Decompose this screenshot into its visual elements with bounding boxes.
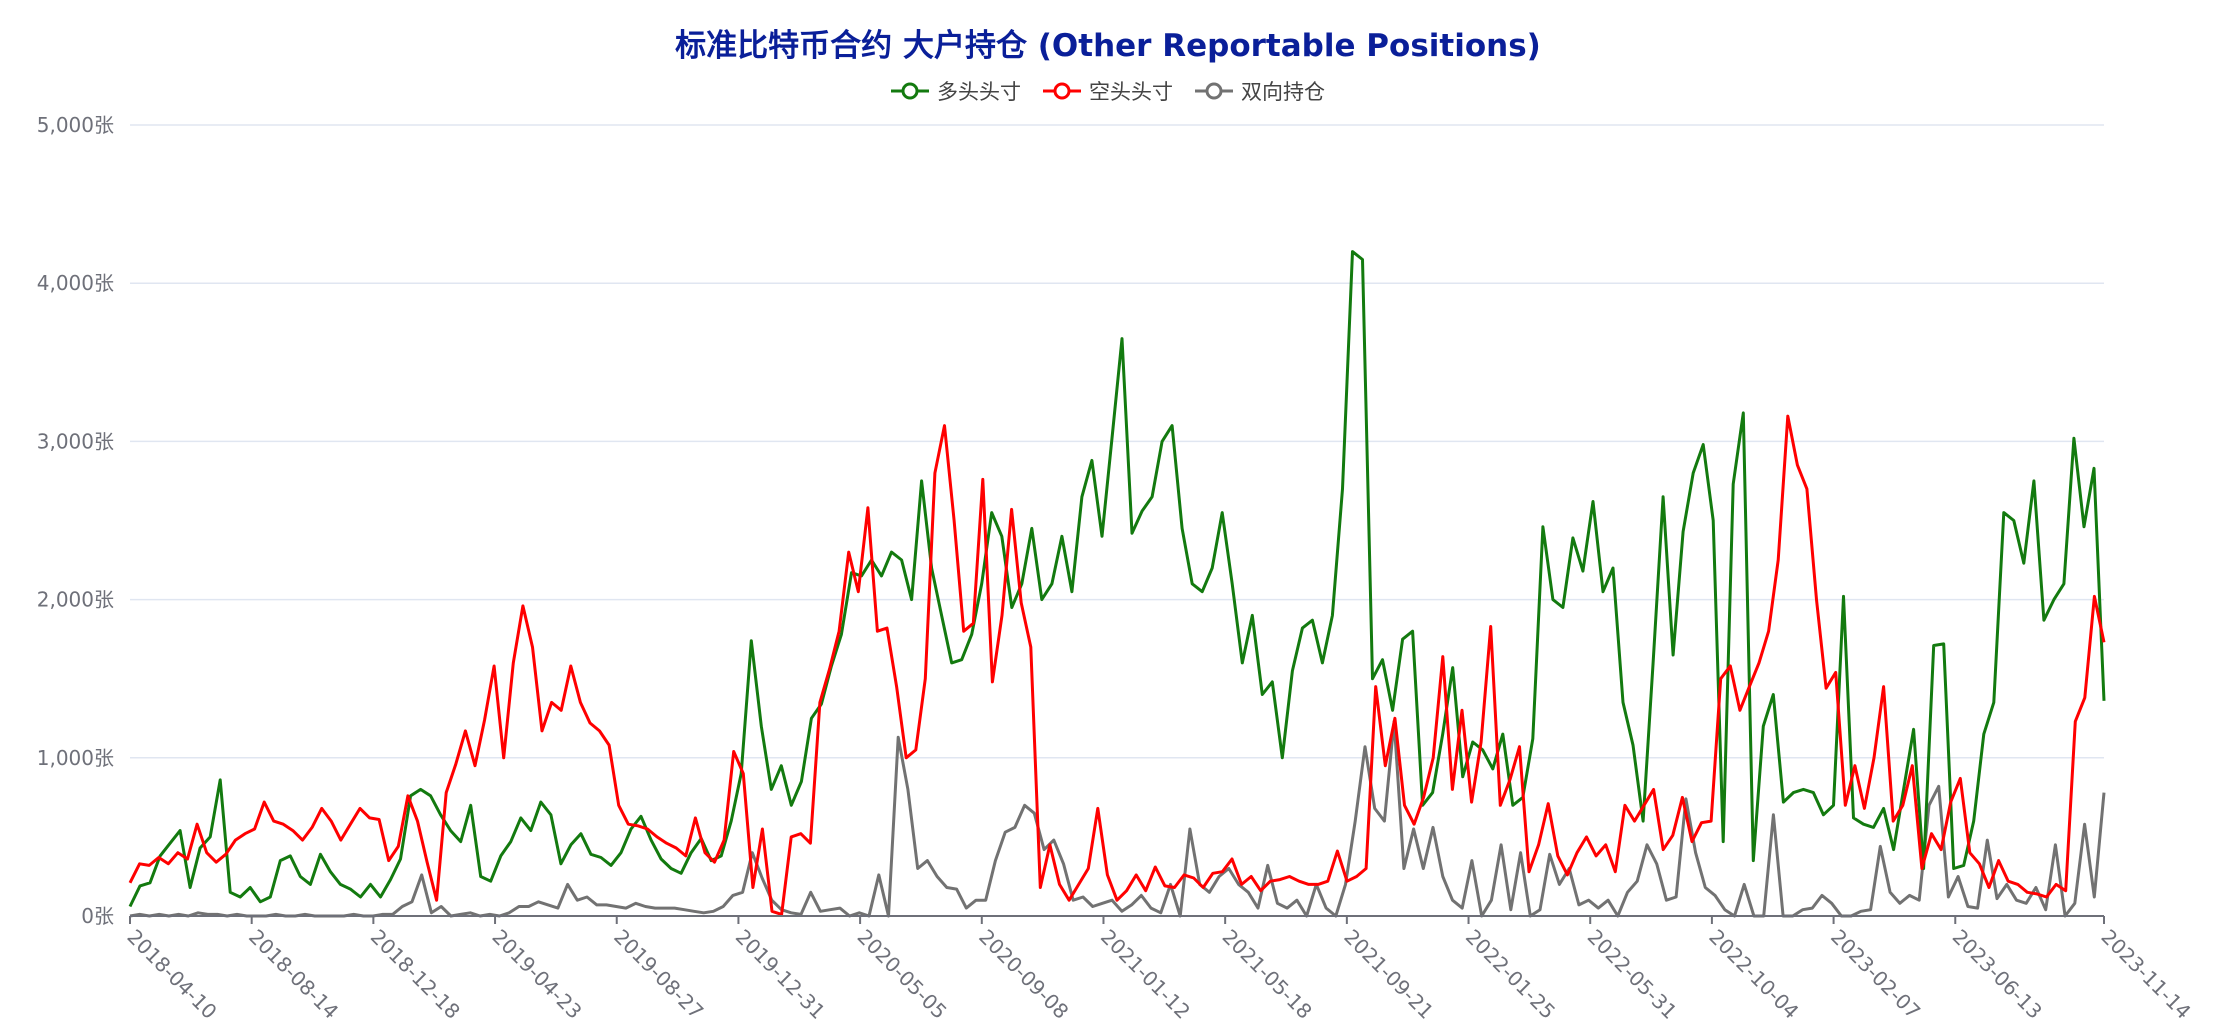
series-lines bbox=[128, 250, 2106, 918]
series-line bbox=[129, 719, 2106, 918]
x-tick-label: 2023-06-13 bbox=[1948, 925, 2047, 1024]
legend-item-short[interactable]: 空头头寸 bbox=[1043, 76, 1173, 106]
x-tick-label: 2022-10-04 bbox=[1704, 925, 1803, 1024]
x-tick-label: 2023-02-07 bbox=[1826, 925, 1925, 1024]
legend: 多头头寸 空头头寸 双向持仓 bbox=[0, 76, 2216, 106]
y-tick-label: 2,000张 bbox=[37, 588, 114, 612]
x-axis: 2018-04-10 2018-08-14 2018-12-18 2019-04-23… bbox=[122, 915, 2196, 1024]
x-tick-label: 2019-04-23 bbox=[488, 925, 587, 1024]
x-tick-label: 2020-05-05 bbox=[853, 925, 952, 1024]
series-line bbox=[128, 414, 2106, 916]
y-tick-label: 4,000张 bbox=[37, 271, 114, 295]
x-tick-label: 2018-12-18 bbox=[366, 925, 465, 1024]
y-tick-label: 1,000张 bbox=[37, 746, 114, 770]
y-tick-label: 3,000张 bbox=[37, 429, 114, 453]
y-gridlines bbox=[130, 124, 2104, 759]
x-tick-label: 2021-05-18 bbox=[1218, 925, 1317, 1024]
y-axis-labels: 0张 1,000张 2,000张 3,000张 4,000张 5,000张 bbox=[37, 113, 114, 928]
legend-item-spread[interactable]: 双向持仓 bbox=[1195, 76, 1325, 106]
x-tick-label: 2021-09-21 bbox=[1339, 925, 1438, 1024]
x-tick-label: 2022-05-31 bbox=[1583, 925, 1682, 1024]
y-tick-label: 5,000张 bbox=[37, 113, 114, 137]
x-tick-label: 2021-01-12 bbox=[1096, 925, 1195, 1024]
x-tick-label: 2018-08-14 bbox=[244, 925, 343, 1024]
x-tick-label: 2019-12-31 bbox=[731, 925, 830, 1024]
legend-label: 多头头寸 bbox=[937, 80, 1021, 104]
chart-title: 标准比特币合约 大户持仓 (Other Reportable Positions… bbox=[675, 28, 1541, 64]
legend-line-circle-icon bbox=[1195, 82, 1233, 100]
x-tick-label: 2020-09-08 bbox=[974, 925, 1073, 1024]
legend-line-circle-icon bbox=[1043, 82, 1081, 100]
legend-line-circle-icon bbox=[891, 82, 929, 100]
legend-label: 双向持仓 bbox=[1241, 80, 1325, 104]
x-tick-label: 2022-01-25 bbox=[1461, 925, 1560, 1024]
y-tick-label: 0张 bbox=[81, 904, 114, 928]
legend-item-long[interactable]: 多头头寸 bbox=[891, 76, 1021, 106]
x-tick-label: 2019-08-27 bbox=[609, 925, 708, 1024]
x-tick-label: 2023-11-14 bbox=[2096, 925, 2195, 1024]
x-tick-label: 2018-04-10 bbox=[122, 925, 221, 1024]
legend-label: 空头头寸 bbox=[1089, 80, 1173, 104]
series-line bbox=[128, 250, 2106, 908]
